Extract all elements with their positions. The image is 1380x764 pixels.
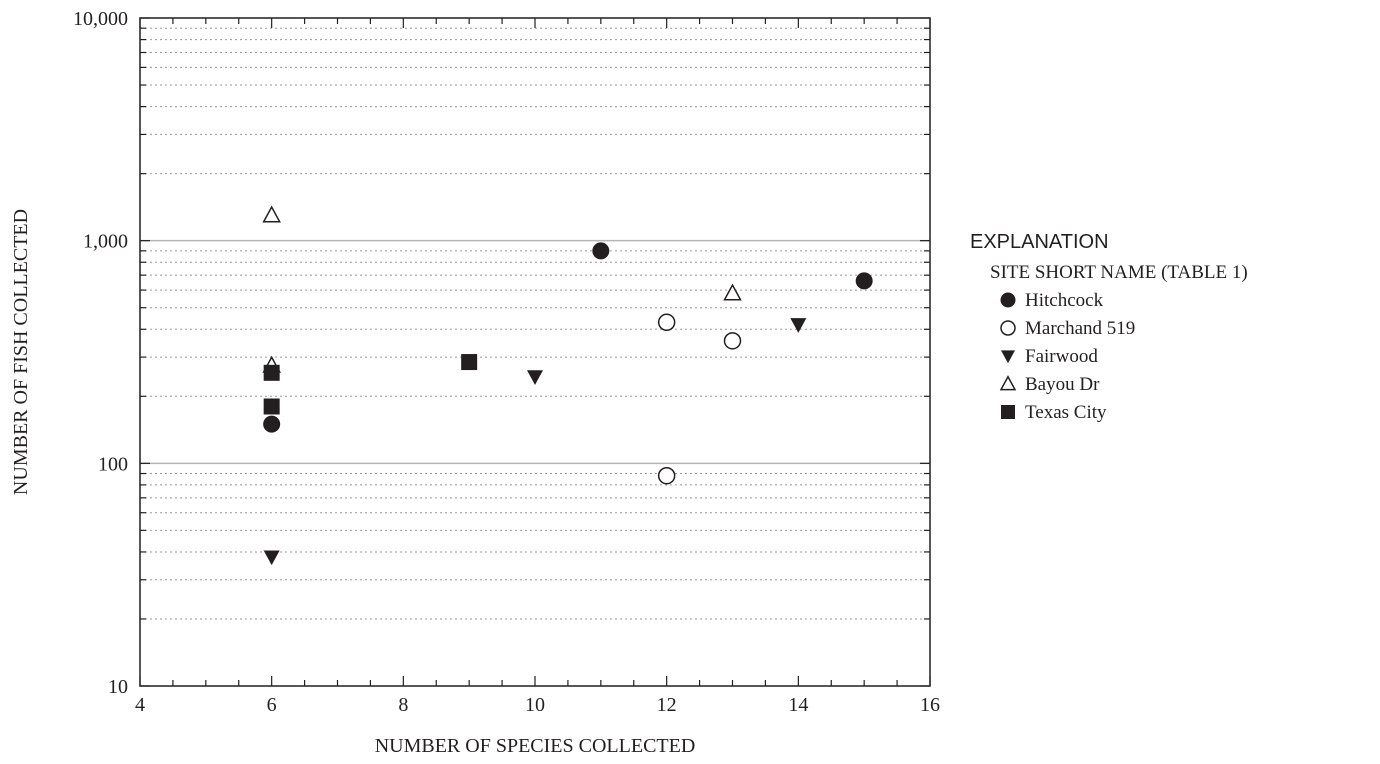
data-point-bayou-dr <box>723 283 742 301</box>
legend-marker-hitchcock <box>1000 292 1016 308</box>
legend-items: Hitchcock Marchand 519 Fairwood Bayou Dr Tex… <box>999 290 1135 423</box>
data-point-hitchcock <box>263 415 281 433</box>
legend-title: EXPLANATION <box>970 231 1109 253</box>
data-point-texas-city <box>263 364 280 381</box>
data-point-texas-city <box>263 398 280 415</box>
tick-labels: 4 6 8 10 12 14 16 10 100 1,000 10,000 <box>73 8 940 716</box>
legend-marker-fairwood <box>1001 350 1015 364</box>
legend-label-hitchcock: Hitchcock <box>1025 290 1104 311</box>
legend-marker-texas-city <box>1001 405 1015 419</box>
data-point-marchand-519 <box>723 332 742 350</box>
legend-subtitle: SITE SHORT NAME (TABLE 1) <box>990 262 1248 283</box>
x-tick-label: 12 <box>657 694 677 716</box>
x-axis-title: NUMBER OF SPECIES COLLECTED <box>375 735 696 757</box>
y-tick-label: 1,000 <box>83 231 128 253</box>
axis-ticks <box>139 17 931 687</box>
data-point-marchand-519 <box>657 313 676 332</box>
legend-label-fairwood: Fairwood <box>1025 346 1098 367</box>
data-points <box>262 205 873 566</box>
x-tick-label: 4 <box>135 694 145 716</box>
grid-lines <box>140 27 930 620</box>
y-axis-title: NUMBER OF FISH COLLECTED <box>10 209 32 495</box>
legend-marker-marchand-519 <box>1000 320 1016 336</box>
legend-label-texas-city: Texas City <box>1025 402 1107 423</box>
legend-marker-bayou-dr <box>999 375 1017 391</box>
y-tick-label: 10 <box>108 676 128 698</box>
x-tick-label: 6 <box>267 694 277 716</box>
data-point-texas-city <box>461 354 478 371</box>
x-tick-label: 16 <box>920 694 940 716</box>
y-tick-label: 10,000 <box>73 8 128 30</box>
data-point-hitchcock <box>592 242 610 260</box>
data-point-bayou-dr <box>262 205 281 223</box>
plot-frame <box>139 17 931 687</box>
legend-label-bayou-dr: Bayou Dr <box>1025 374 1100 395</box>
data-point-fairwood <box>790 318 807 333</box>
x-tick-label: 10 <box>525 694 545 716</box>
y-tick-label: 100 <box>98 453 128 475</box>
legend: EXPLANATION SITE SHORT NAME (TABLE 1) Hi… <box>970 231 1248 423</box>
x-tick-label: 14 <box>788 694 808 716</box>
x-tick-label: 8 <box>398 694 408 716</box>
data-point-fairwood <box>263 550 280 566</box>
legend-label-marchand-519: Marchand 519 <box>1025 318 1135 339</box>
data-point-hitchcock <box>855 272 873 290</box>
data-point-marchand-519 <box>657 466 676 485</box>
data-point-fairwood <box>527 370 543 385</box>
